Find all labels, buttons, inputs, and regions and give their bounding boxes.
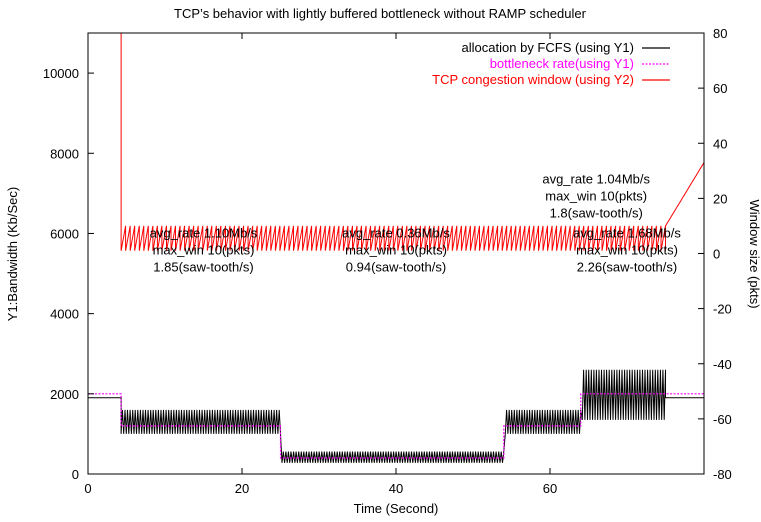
x-tick-label: 60 [543,481,557,496]
y-axis-label: Y1:Bandwidth (Kb/Sec) [5,187,20,321]
y2-tick-label: 40 [713,136,727,151]
y2-tick-label: -80 [713,467,732,482]
y-axis: 0 2000 4000 6000 8000 10000 [43,66,94,482]
y-tick-label: 2000 [50,387,79,402]
annotation-text: max_win 10(pkts) [576,242,678,257]
y-tick-label: 8000 [50,146,79,161]
annotation-text: avg_rate 0.36Mb/s [342,225,450,240]
annotation-text: avg_rate 1.68Mb/s [573,225,681,240]
legend: allocation by FCFS (using Y1)bottleneck … [432,40,670,87]
y2-tick-label: -40 [713,357,732,372]
annotation-text: 1.8(saw-tooth/s) [550,205,643,220]
plot-area [88,33,705,463]
series-line-tcp-cwnd [120,33,705,251]
annotation-text: 0.94(saw-tooth/s) [346,259,446,274]
annotation-text: max_win 10(pkts) [545,188,647,203]
y2-axis-label: Window size (pkts) [747,199,761,308]
y-tick-label: 0 [72,467,79,482]
annotation-block: avg_rate 1.04Mb/s max_win 10(pkts) 1.8(saw… [542,171,650,220]
x-axis: 0 20 40 60 [84,33,557,496]
y2-tick-label: 20 [713,191,727,206]
y2-tick-label: 0 [713,247,720,262]
y2-tick-label: 60 [713,81,727,96]
annotation-text: max_win 10(pkts) [153,242,255,257]
annotation-text: 2.26(saw-tooth/s) [577,259,677,274]
legend-label: TCP congestion window (using Y2) [432,72,634,87]
annotation-text: 1.85(saw-tooth/s) [153,259,253,274]
legend-label: allocation by FCFS (using Y1) [462,40,634,55]
legend-item: TCP congestion window (using Y2) [432,72,670,87]
chart-title: TCP’s behavior with lightly buffered bot… [174,6,587,21]
annotation-text: avg_rate 1.04Mb/s [542,171,650,186]
y2-tick-label: -60 [713,412,732,427]
annotation-block: avg_rate 0.36Mb/s max_win 10(pkts) 0.94(sa… [342,225,450,274]
annotation-block: avg_rate 1.68Mb/s max_win 10(pkts) 2.26(sa… [573,225,681,274]
x-tick-label: 0 [84,481,91,496]
x-tick-label: 20 [235,481,249,496]
y2-axis: -80 -60 -40 -20 0 20 40 60 80 [698,26,732,482]
legend-item: bottleneck rate(using Y1) [490,56,670,71]
y-tick-label: 10000 [43,66,79,81]
y2-tick-label: 80 [713,26,727,41]
annotations: avg_rate 1.10Mb/s max_win 10(pkts) 1.85(sa… [150,171,682,274]
x-tick-label: 40 [389,481,403,496]
y-tick-label: 6000 [50,226,79,241]
y2-tick-label: -20 [713,302,732,317]
series-line-bottleneck [88,393,704,459]
x-axis-label: Time (Second) [354,501,439,516]
y-tick-label: 4000 [50,307,79,322]
legend-label: bottleneck rate(using Y1) [490,56,634,71]
annotation-text: avg_rate 1.10Mb/s [150,225,258,240]
annotation-text: max_win 10(pkts) [345,242,447,257]
annotation-block: avg_rate 1.10Mb/s max_win 10(pkts) 1.85(sa… [150,225,258,274]
series-line-fcfs [88,369,704,463]
legend-item: allocation by FCFS (using Y1) [462,40,670,55]
